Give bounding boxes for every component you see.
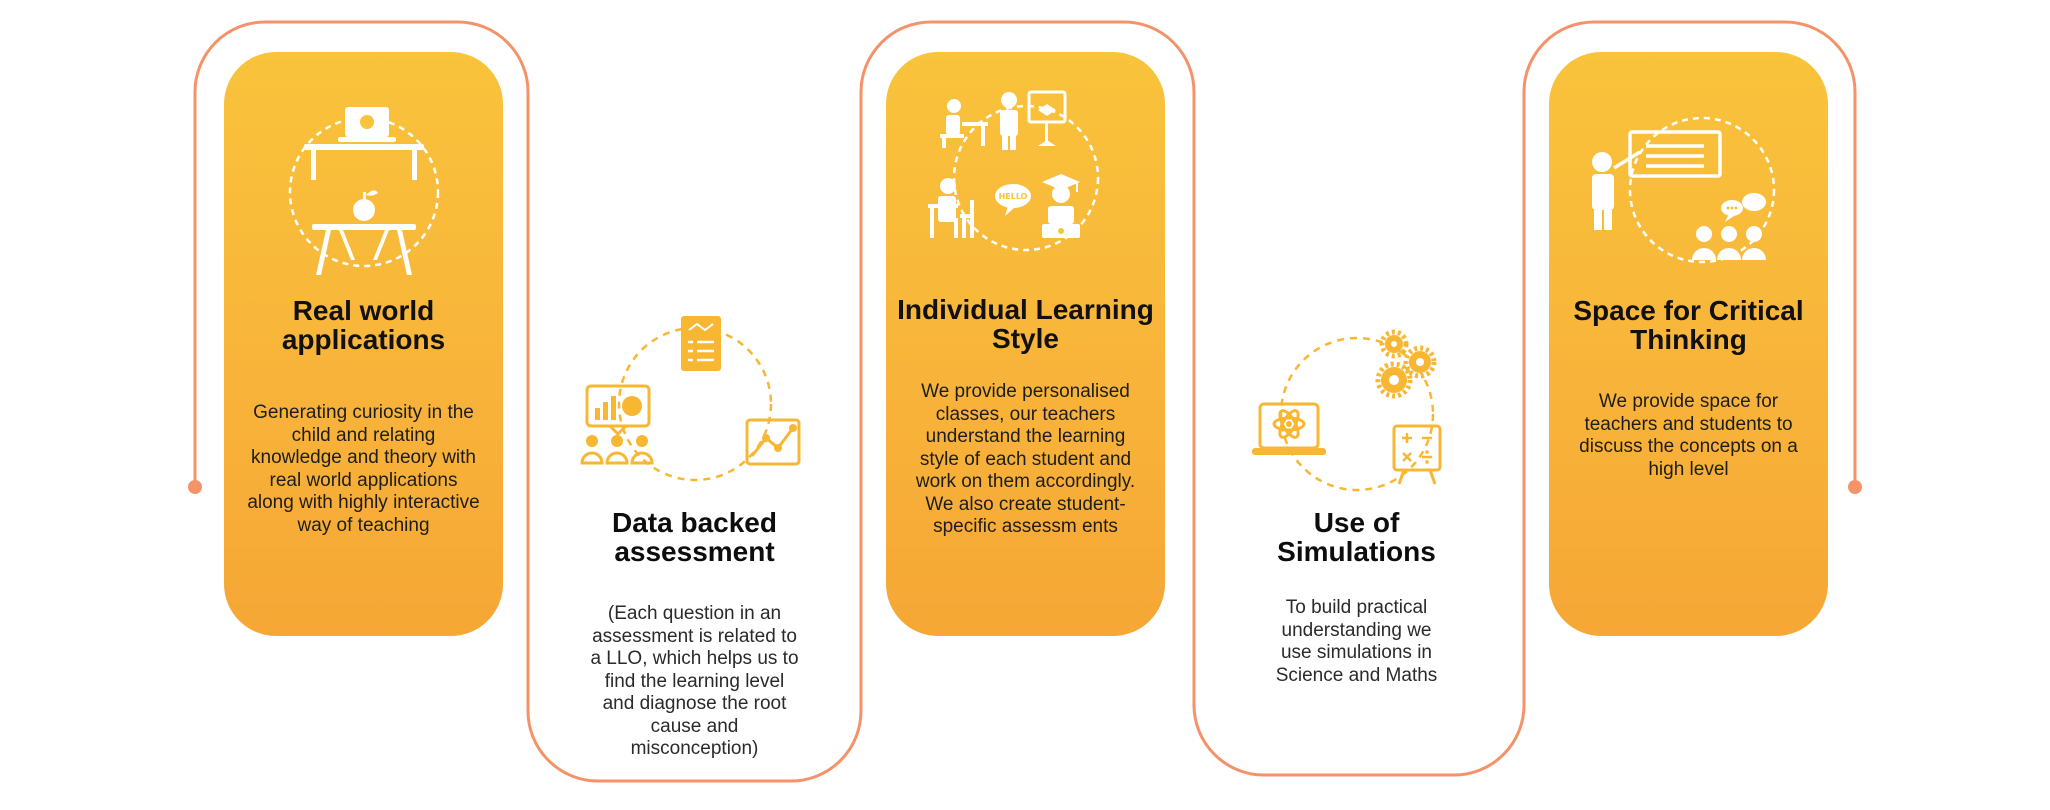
card-space-for-critical-thinking: Space for Critical Thinking We provide s… [1549, 52, 1828, 636]
card-description: We provide personalised classes, our tea… [915, 381, 1136, 537]
connector-start-dot [188, 480, 202, 494]
card-title: Data backed assessment [612, 507, 777, 567]
card-use-of-simulations: Use of Simulations To build practical un… [1220, 310, 1493, 710]
connector-end-dot [1848, 480, 1862, 494]
card-description: We provide space for teachers and studen… [1579, 391, 1798, 480]
individual-learning-icon: HELLO [926, 88, 1126, 258]
simulation-laptop-icon [1247, 324, 1467, 494]
critical-thinking-icon [1584, 104, 1794, 269]
card-real-world-applications: Real world applications Generating curio… [224, 52, 503, 636]
classroom-apple-icon [264, 102, 464, 282]
card-data-backed-assessment: Data backed assessment (Each question in… [558, 300, 831, 759]
hello-bubble-text: HELLO [998, 192, 1027, 201]
card-title: Use of Simulations [1277, 507, 1436, 567]
card-title: Individual Learning Style [897, 294, 1154, 354]
card-title: Space for Critical Thinking [1573, 295, 1804, 355]
data-assessment-icon [579, 316, 810, 486]
card-individual-learning-style: HELLO Individual Learning Style We provi… [886, 52, 1165, 636]
card-description: (Each question in an assessment is relat… [590, 603, 799, 759]
card-description: Generating curiosity in the child and re… [247, 402, 480, 536]
card-title: Real world applications [281, 295, 446, 355]
card-description: To build practical understanding we use … [1275, 597, 1438, 686]
